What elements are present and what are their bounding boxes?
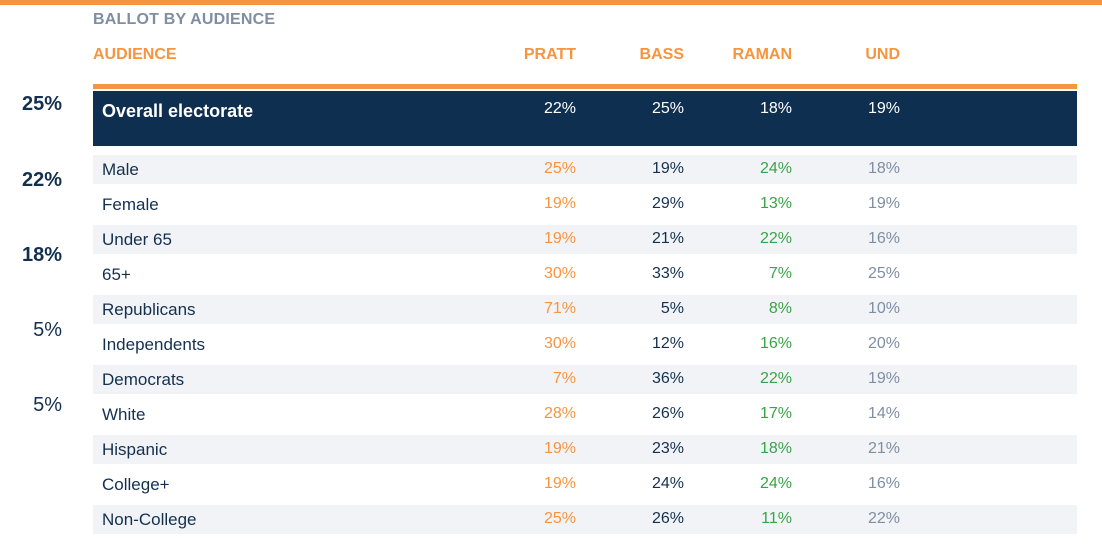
overall-row: Overall electorate 22% 25% 18% 19% bbox=[93, 91, 1077, 146]
side-value: 5% bbox=[33, 394, 62, 416]
row-label: College+ bbox=[102, 475, 170, 494]
cell-und: 19% bbox=[867, 195, 900, 212]
overall-label: Overall electorate bbox=[102, 101, 254, 121]
column-header-und: UND bbox=[865, 46, 900, 63]
overall-bass: 25% bbox=[651, 100, 684, 117]
side-value: 5% bbox=[33, 319, 62, 341]
cell-bass: 21% bbox=[651, 230, 684, 247]
row-label: Independents bbox=[102, 335, 206, 354]
row-label: Democrats bbox=[102, 370, 185, 389]
cell-raman: 18% bbox=[759, 440, 792, 457]
cell-und: 18% bbox=[867, 160, 900, 177]
cell-raman: 7% bbox=[768, 265, 792, 282]
cell-bass: 19% bbox=[651, 160, 684, 177]
side-value: 18% bbox=[21, 244, 62, 266]
cell-bass: 26% bbox=[651, 405, 684, 422]
cell-raman: 11% bbox=[761, 510, 792, 527]
header-divider bbox=[93, 84, 1077, 89]
cell-und: 16% bbox=[867, 230, 900, 247]
cell-pratt: 28% bbox=[543, 405, 576, 422]
cell-und: 14% bbox=[867, 405, 900, 422]
cell-bass: 26% bbox=[651, 510, 684, 527]
row-label: Non-College bbox=[102, 510, 197, 529]
cell-pratt: 30% bbox=[543, 335, 576, 352]
table-row: Male 25% 19% 24% 18% bbox=[93, 155, 1077, 184]
cell-bass: 23% bbox=[651, 440, 684, 457]
cell-raman: 24% bbox=[759, 475, 792, 492]
table-row: White 28% 26% 17% 14% bbox=[93, 400, 1077, 429]
cell-bass: 33% bbox=[651, 265, 684, 282]
cell-raman: 22% bbox=[759, 370, 792, 387]
cell-pratt: 19% bbox=[543, 475, 576, 492]
cell-bass: 29% bbox=[651, 195, 684, 212]
cell-bass: 12% bbox=[651, 335, 684, 352]
cell-bass: 36% bbox=[651, 370, 684, 387]
cell-raman: 22% bbox=[759, 230, 792, 247]
cell-pratt: 7% bbox=[552, 370, 576, 387]
side-value: 22% bbox=[21, 169, 62, 191]
table-row: 65+ 30% 33% 7% 25% bbox=[93, 260, 1077, 289]
column-header-audience: AUDIENCE bbox=[93, 46, 177, 63]
row-label: White bbox=[102, 405, 146, 424]
cell-pratt: 30% bbox=[543, 265, 576, 282]
table-row: Independents 30% 12% 16% 20% bbox=[93, 330, 1077, 359]
cell-pratt: 71% bbox=[543, 300, 576, 317]
cell-raman: 17% bbox=[759, 405, 792, 422]
row-label: Male bbox=[102, 160, 139, 179]
row-label: Republicans bbox=[102, 300, 196, 319]
table-row: Republicans 71% 5% 8% 10% bbox=[93, 295, 1077, 324]
cell-raman: 8% bbox=[768, 300, 792, 317]
table-row: Hispanic 19% 23% 18% 21% bbox=[93, 435, 1077, 464]
column-header-bass: BASS bbox=[639, 46, 684, 63]
table-row: Under 65 19% 21% 22% 16% bbox=[93, 225, 1077, 254]
cell-und: 10% bbox=[867, 300, 900, 317]
table-row: Democrats 7% 36% 22% 19% bbox=[93, 365, 1077, 394]
cell-raman: 13% bbox=[759, 195, 792, 212]
table-row: Non-College 25% 26% 11% 22% bbox=[93, 505, 1077, 534]
table-row: College+ 19% 24% 24% 16% bbox=[93, 470, 1077, 499]
cell-und: 20% bbox=[867, 335, 900, 352]
cell-und: 25% bbox=[867, 265, 900, 282]
cell-und: 16% bbox=[867, 475, 900, 492]
cell-bass: 24% bbox=[651, 475, 684, 492]
table-row: Female 19% 29% 13% 19% bbox=[93, 190, 1077, 219]
cell-pratt: 19% bbox=[543, 440, 576, 457]
overall-raman: 18% bbox=[759, 100, 792, 117]
cell-pratt: 19% bbox=[543, 195, 576, 212]
overall-und: 19% bbox=[867, 100, 900, 117]
row-label: Under 65 bbox=[102, 230, 172, 249]
side-value: 25% bbox=[21, 93, 62, 115]
column-header-pratt: PRATT bbox=[523, 46, 576, 63]
cell-raman: 24% bbox=[759, 160, 792, 177]
row-label: Female bbox=[102, 195, 159, 214]
cell-pratt: 19% bbox=[543, 230, 576, 247]
cell-bass: 5% bbox=[660, 300, 684, 317]
table-title: BALLOT BY AUDIENCE bbox=[93, 11, 276, 28]
overall-pratt: 22% bbox=[543, 100, 576, 117]
cell-und: 22% bbox=[867, 510, 900, 527]
cell-und: 19% bbox=[867, 370, 900, 387]
cell-pratt: 25% bbox=[543, 510, 576, 527]
cell-raman: 16% bbox=[759, 335, 792, 352]
row-label: 65+ bbox=[102, 265, 131, 284]
cell-pratt: 25% bbox=[543, 160, 576, 177]
column-header-raman: RAMAN bbox=[732, 46, 792, 63]
cell-und: 21% bbox=[867, 440, 900, 457]
row-label: Hispanic bbox=[102, 440, 168, 459]
top-accent-rule bbox=[0, 0, 1102, 5]
